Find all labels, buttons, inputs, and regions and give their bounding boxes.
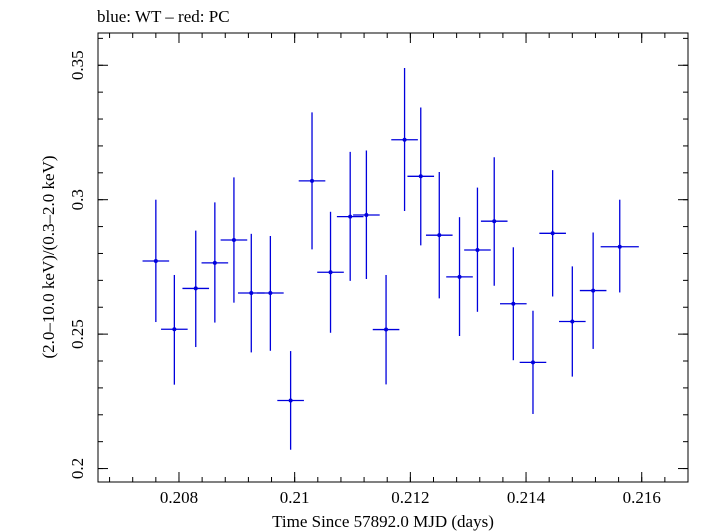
x-tick-label: 0.208: [160, 488, 198, 507]
point-marker: [530, 360, 535, 365]
point-marker: [570, 319, 575, 324]
point-marker: [310, 178, 315, 183]
data-point: [298, 112, 326, 250]
data-point: [257, 235, 284, 351]
point-marker: [617, 244, 622, 249]
point-marker: [437, 233, 442, 238]
data-point: [142, 199, 170, 323]
x-tick-label: 0.21: [280, 488, 310, 507]
point-marker: [418, 174, 423, 179]
point-marker: [348, 214, 353, 219]
x-axis: 0.208 0.21 0.212 0.214 0.216: [109, 33, 689, 507]
point-marker: [457, 274, 462, 279]
x-tick-label: 0.212: [391, 488, 429, 507]
data-point: [559, 266, 586, 377]
data-point: [391, 67, 418, 211]
y-tick-label: 0.25: [68, 319, 87, 349]
y-axis: 0.2 0.25 0.3 0.35: [68, 37, 688, 479]
point-marker: [402, 137, 407, 142]
data-point: [500, 247, 527, 361]
x-tick-label: 0.216: [623, 488, 661, 507]
point-marker: [364, 213, 369, 218]
point-marker: [172, 327, 177, 332]
data-point: [446, 217, 473, 337]
point-marker: [268, 290, 273, 295]
x-axis-label: Time Since 57892.0 MJD (days): [272, 512, 494, 531]
data-point: [480, 157, 508, 286]
point-marker: [212, 260, 217, 265]
point-marker: [193, 286, 198, 291]
point-marker: [550, 231, 555, 236]
point-marker: [591, 288, 596, 293]
data-point: [425, 172, 453, 299]
data-point: [407, 107, 435, 246]
data-point: [353, 150, 380, 280]
data-point: [336, 151, 364, 281]
data-series: [142, 67, 639, 450]
data-point: [372, 274, 400, 385]
y-tick-label: 0.35: [68, 50, 87, 80]
data-point: [600, 199, 639, 293]
point-marker: [288, 398, 293, 403]
point-marker: [328, 270, 333, 275]
plot-frame: [97, 32, 689, 483]
point-marker: [384, 327, 389, 332]
y-tick-label: 0.3: [68, 189, 87, 210]
data-point: [519, 310, 547, 414]
data-point: [317, 211, 344, 333]
data-point: [539, 170, 566, 297]
data-point: [277, 351, 304, 450]
point-marker: [153, 258, 158, 263]
data-point: [220, 177, 248, 303]
data-point: [201, 202, 229, 323]
point-marker: [492, 219, 497, 224]
data-point: [182, 230, 210, 348]
point-marker: [475, 247, 480, 252]
y-axis-label: (2.0–10.0 keV)/(0.3–2.0 keV): [39, 155, 58, 358]
point-marker: [249, 290, 254, 295]
data-point: [579, 232, 607, 349]
x-tick-label: 0.214: [507, 488, 546, 507]
data-point: [161, 274, 188, 385]
point-marker: [231, 238, 236, 243]
point-marker: [511, 301, 516, 306]
y-tick-label: 0.2: [68, 458, 87, 479]
chart-title: blue: WT – red: PC: [97, 7, 230, 26]
data-point: [464, 187, 491, 312]
